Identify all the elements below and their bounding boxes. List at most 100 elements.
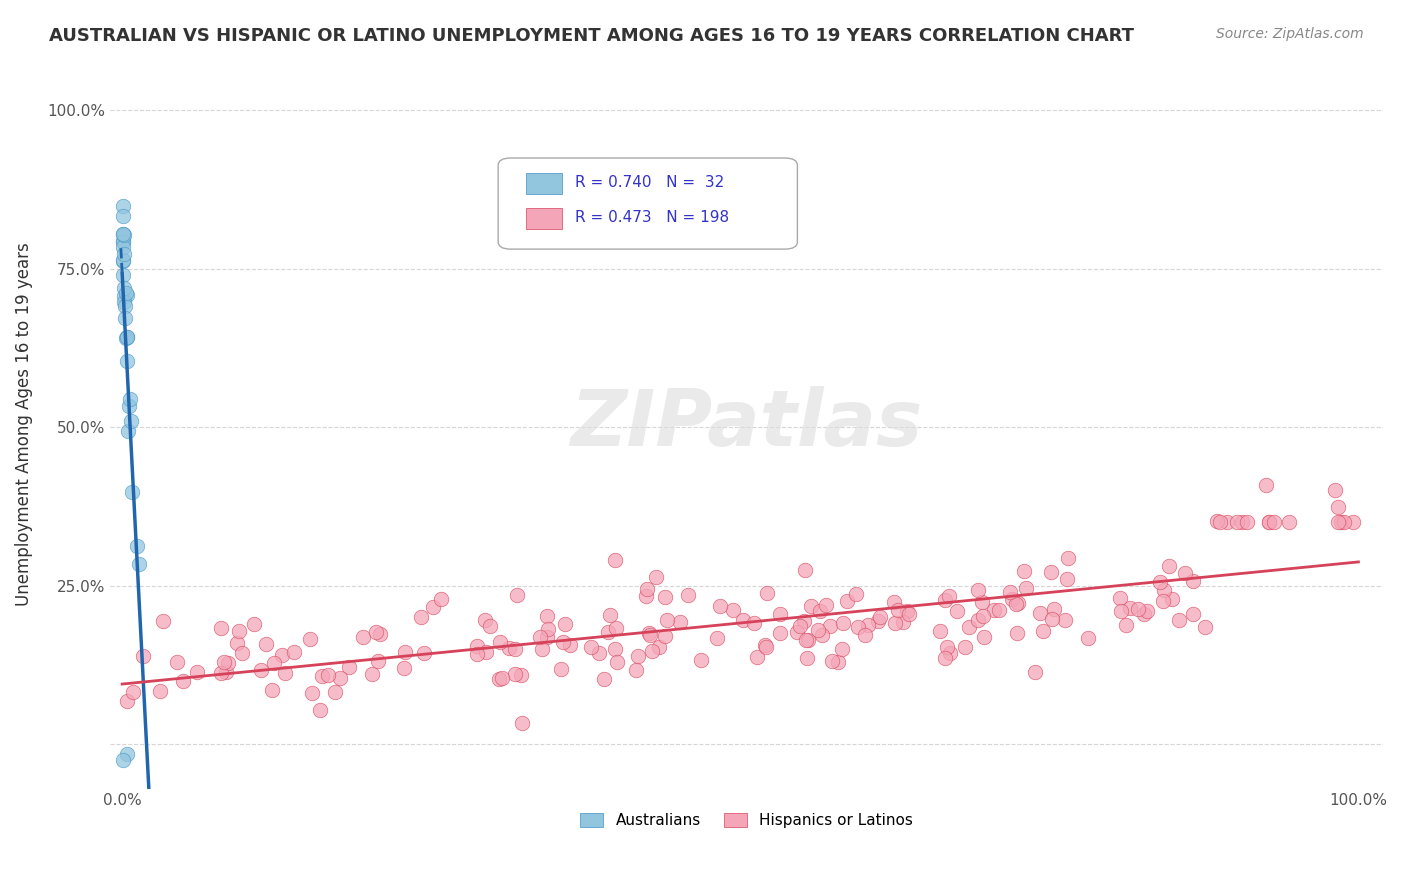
Point	[392, 661, 415, 675]
Point	[972, 608, 994, 623]
Point	[474, 613, 496, 627]
Point	[148, 683, 170, 698]
Point	[754, 638, 776, 652]
Point	[172, 673, 194, 688]
Point	[488, 672, 510, 686]
Point	[638, 626, 661, 640]
Point	[939, 647, 962, 661]
Point	[117, 399, 139, 413]
Point	[935, 640, 957, 654]
Point	[603, 642, 626, 657]
Point	[596, 625, 619, 640]
Point	[254, 637, 277, 651]
Point	[111, 268, 134, 283]
Point	[599, 607, 621, 622]
Point	[120, 414, 142, 428]
Legend: Australians, Hispanics or Latinos: Australians, Hispanics or Latinos	[572, 805, 921, 836]
Point	[733, 613, 755, 627]
Point	[465, 640, 488, 654]
Point	[1109, 605, 1132, 619]
Point	[821, 654, 844, 668]
Point	[550, 662, 572, 676]
Point	[166, 655, 188, 669]
Point	[721, 603, 744, 617]
Point	[1119, 601, 1142, 615]
Point	[605, 621, 627, 635]
Point	[972, 594, 994, 608]
Point	[742, 615, 765, 630]
Point	[430, 592, 453, 607]
Point	[352, 630, 374, 644]
Point	[283, 645, 305, 659]
Point	[228, 624, 250, 638]
Point	[1004, 597, 1026, 611]
Point	[506, 588, 529, 602]
Point	[215, 665, 238, 680]
Point	[605, 553, 627, 567]
Point	[745, 649, 768, 664]
Point	[337, 660, 360, 674]
Point	[887, 603, 910, 617]
Point	[114, 299, 136, 313]
Point	[1115, 617, 1137, 632]
Point	[1005, 626, 1028, 640]
Point	[226, 635, 249, 649]
Point	[231, 646, 253, 660]
Point	[316, 668, 339, 682]
Point	[121, 684, 143, 698]
Point	[112, 240, 135, 254]
Point	[111, 253, 134, 268]
Point	[793, 564, 815, 578]
Point	[1258, 516, 1281, 530]
Point	[114, 310, 136, 325]
Point	[409, 610, 432, 624]
Point	[1136, 604, 1159, 618]
Point	[308, 702, 330, 716]
Point	[706, 632, 728, 646]
Point	[115, 330, 138, 344]
Point	[112, 234, 135, 248]
Point	[1012, 564, 1035, 578]
Point	[115, 747, 138, 761]
Point	[1001, 591, 1024, 606]
FancyBboxPatch shape	[498, 158, 797, 249]
Point	[510, 716, 533, 731]
Point	[498, 640, 520, 655]
Point	[1157, 559, 1180, 574]
Point	[115, 694, 138, 708]
Point	[128, 557, 150, 571]
Point	[846, 620, 869, 634]
Point	[367, 654, 389, 668]
Text: ZIPatlas: ZIPatlas	[571, 386, 922, 462]
Point	[243, 616, 266, 631]
Point	[1161, 591, 1184, 606]
Point	[1133, 607, 1156, 621]
Point	[554, 616, 576, 631]
Point	[832, 615, 855, 630]
Point	[987, 603, 1010, 617]
Point	[112, 281, 135, 295]
Point	[657, 613, 679, 627]
Point	[634, 589, 657, 603]
Point	[641, 643, 664, 657]
Point	[811, 627, 834, 641]
Point	[112, 227, 135, 242]
Point	[800, 599, 823, 614]
Point	[1054, 613, 1077, 627]
Point	[588, 646, 610, 660]
Point	[983, 603, 1005, 617]
Point	[648, 640, 671, 655]
Point	[820, 619, 842, 633]
Point	[831, 641, 853, 656]
Point	[422, 599, 444, 614]
Point	[530, 642, 553, 657]
Point	[786, 625, 808, 640]
Point	[112, 209, 135, 223]
Point	[1126, 602, 1149, 616]
Point	[394, 645, 416, 659]
Point	[807, 623, 830, 637]
Point	[301, 685, 323, 699]
Point	[678, 589, 700, 603]
Point	[361, 667, 384, 681]
Point	[115, 330, 138, 344]
